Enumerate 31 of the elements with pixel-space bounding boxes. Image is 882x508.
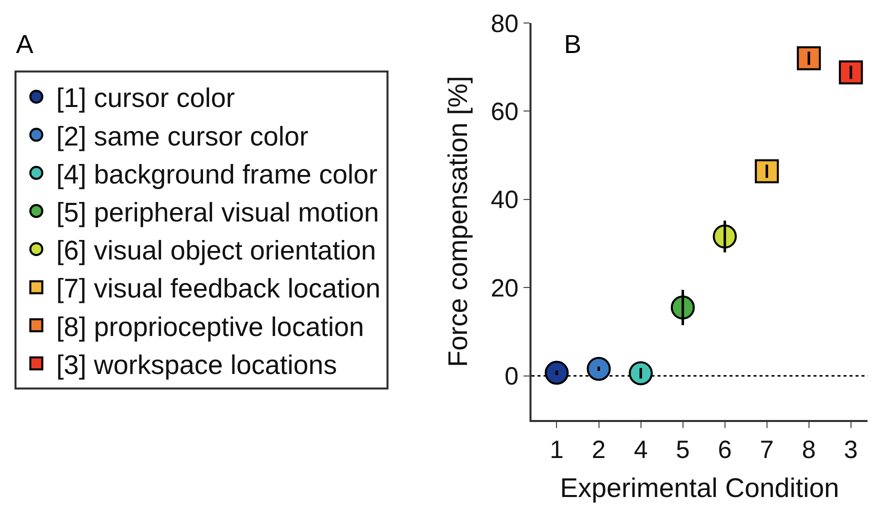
point <box>796 46 821 70</box>
annotation: B <box>564 29 582 59</box>
y-tick-label: 80 <box>490 10 519 38</box>
y-tick-label: 0 <box>504 362 519 391</box>
x-axis-title: Experimental Condition <box>560 472 840 503</box>
point <box>754 159 779 184</box>
legend-label: [6] visual object orientation <box>56 236 376 266</box>
point <box>838 60 863 84</box>
x-tick-label: 2 <box>592 436 606 464</box>
point <box>544 360 569 385</box>
y-tick-label: 60 <box>490 98 519 126</box>
x-tick-label: 6 <box>718 436 732 464</box>
legend-label: [4] background frame color <box>56 159 378 190</box>
x-tick-label: 1 <box>550 436 564 464</box>
y-axis-title: Force compensation [%] <box>443 76 474 368</box>
point <box>586 356 611 381</box>
point <box>628 361 653 386</box>
x-tick-label: 3 <box>844 436 858 464</box>
x-tick-label: 7 <box>760 436 774 464</box>
x-tick-label: 8 <box>802 436 816 464</box>
legend-label: [5] peripheral visual motion <box>56 198 379 228</box>
x-tick-label: 5 <box>676 436 690 464</box>
legend-label: [3] workspace locations <box>56 350 337 380</box>
legend-label: [1] cursor color <box>56 83 235 114</box>
legend-label: [2] same cursor color <box>56 121 308 152</box>
text: A <box>16 29 34 59</box>
y-tick-label: 20 <box>490 274 519 302</box>
legend-label: [7] visual feedback location <box>56 274 381 304</box>
x-tick-label: 4 <box>634 436 648 464</box>
y-tick-label: 40 <box>490 186 519 214</box>
legend-label: [8] proprioceptive location <box>56 312 364 342</box>
